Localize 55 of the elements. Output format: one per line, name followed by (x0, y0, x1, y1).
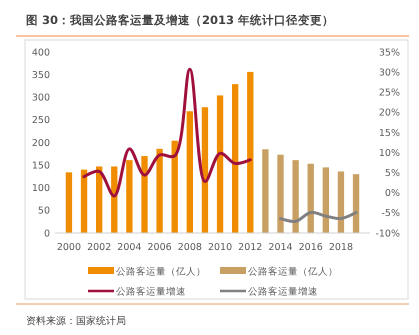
x-tick-label: 2012 (238, 242, 262, 253)
x-tick-label: 2018 (328, 242, 354, 253)
y-tick-label: 250 (32, 115, 50, 126)
legend-label: 公路客运量（亿人） (116, 265, 206, 278)
y2-tick-label: 20% (378, 108, 400, 119)
bar (308, 164, 314, 233)
x-tick-label: 2010 (208, 242, 232, 253)
y-tick-label: 50 (38, 206, 50, 217)
bar (111, 166, 118, 233)
x-tick-label: 2002 (87, 242, 112, 253)
y-tick-label: 200 (32, 138, 50, 149)
bar (232, 84, 238, 233)
y2-tick-label: 15% (378, 128, 400, 139)
y-tick-label: 400 (32, 47, 50, 58)
y2-tick-label: 25% (378, 88, 400, 99)
legend-label: 公路客运量增速 (116, 285, 186, 298)
y-tick-label: 150 (32, 160, 50, 172)
y-tick-label: 0 (44, 228, 50, 240)
line-series (82, 68, 252, 198)
x-tick-label: 2014 (268, 242, 293, 253)
y2-tick-label: 10% (378, 148, 400, 159)
y2-tick-label: 5% (384, 168, 400, 179)
chart-title: 图 30：我国公路客运量及增速（2013 年统计口径变更） (26, 13, 334, 27)
y2-tick-label: 30% (378, 67, 400, 78)
line-series (279, 210, 358, 223)
bar (262, 149, 269, 233)
x-tick-label: 2008 (178, 242, 202, 253)
bar (277, 154, 284, 233)
bar (96, 166, 102, 233)
y-tick-label: 100 (32, 183, 50, 194)
bar (202, 107, 208, 233)
y2-tick-label: 35% (378, 47, 400, 58)
text: 资料来源：国家统计局 (26, 315, 126, 327)
bar (66, 172, 72, 233)
bar (186, 111, 194, 233)
x-tick-label: 2016 (298, 242, 323, 253)
y2-tick-label: 0% (384, 188, 400, 200)
x-tick-label: 2006 (148, 242, 172, 253)
y-tick-label: 350 (32, 70, 50, 81)
bar (126, 160, 133, 233)
x-tick-label: 2000 (56, 242, 82, 253)
y2-tick-label: -5% (382, 208, 400, 220)
bar (80, 170, 88, 233)
legend-label: 公路客运量增速 (248, 285, 318, 298)
bar (156, 148, 163, 233)
bar (172, 140, 178, 233)
bar (247, 72, 254, 233)
x-tick-label: 2004 (117, 242, 142, 253)
y-tick-label: 300 (32, 92, 50, 104)
bar (292, 160, 299, 233)
bar (352, 174, 360, 233)
bar (322, 167, 330, 233)
legend-label: 公路客运量（亿人） (248, 265, 338, 278)
y2-tick-label: -10% (375, 228, 400, 240)
bar (216, 95, 224, 233)
